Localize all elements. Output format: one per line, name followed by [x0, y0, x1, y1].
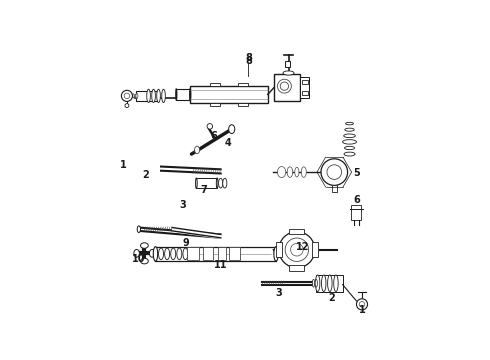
Bar [351, 204, 362, 220]
Ellipse shape [136, 93, 138, 98]
Circle shape [124, 93, 130, 99]
Ellipse shape [171, 248, 176, 260]
Ellipse shape [162, 89, 165, 103]
Ellipse shape [141, 243, 148, 248]
Ellipse shape [344, 146, 355, 150]
Bar [289, 229, 304, 234]
Bar [218, 247, 226, 260]
Circle shape [321, 159, 347, 185]
Ellipse shape [159, 248, 164, 260]
Ellipse shape [283, 71, 294, 75]
Bar [196, 178, 217, 188]
Text: 9: 9 [183, 238, 189, 248]
Bar [285, 60, 290, 67]
Ellipse shape [344, 152, 355, 156]
Ellipse shape [152, 89, 155, 103]
Bar [238, 83, 248, 86]
Ellipse shape [147, 89, 150, 103]
Bar [210, 83, 220, 86]
Circle shape [122, 90, 132, 102]
Bar [302, 80, 308, 84]
Ellipse shape [183, 248, 188, 260]
Text: 11: 11 [214, 260, 227, 270]
Ellipse shape [321, 275, 326, 292]
Text: 6: 6 [210, 131, 217, 141]
Text: 2: 2 [143, 170, 149, 180]
Ellipse shape [343, 140, 356, 144]
Ellipse shape [301, 167, 306, 177]
Ellipse shape [190, 89, 191, 100]
Ellipse shape [153, 247, 158, 261]
Text: 1: 1 [120, 160, 127, 170]
Ellipse shape [157, 89, 160, 103]
Ellipse shape [134, 249, 140, 257]
Bar [136, 91, 157, 101]
Circle shape [356, 299, 368, 310]
Ellipse shape [277, 167, 286, 177]
Ellipse shape [176, 89, 177, 100]
Ellipse shape [316, 275, 320, 292]
Bar [203, 247, 214, 260]
Ellipse shape [141, 258, 148, 264]
Ellipse shape [295, 167, 299, 177]
Circle shape [291, 243, 303, 256]
Ellipse shape [229, 125, 235, 134]
Text: 3: 3 [275, 288, 282, 298]
Text: 8: 8 [245, 53, 252, 63]
Bar [238, 103, 248, 106]
Text: 8: 8 [245, 56, 252, 66]
Ellipse shape [207, 123, 213, 129]
Ellipse shape [345, 122, 353, 125]
Ellipse shape [149, 249, 155, 257]
Ellipse shape [274, 247, 278, 261]
Bar [289, 265, 304, 270]
Text: 5: 5 [353, 168, 360, 179]
Bar [176, 89, 190, 100]
Bar [274, 75, 300, 101]
Ellipse shape [135, 94, 136, 98]
Ellipse shape [343, 134, 355, 138]
Bar [190, 86, 268, 103]
Bar [229, 247, 240, 260]
Text: 12: 12 [295, 242, 309, 252]
Ellipse shape [137, 226, 141, 233]
Text: 7: 7 [200, 185, 207, 195]
Text: 4: 4 [224, 138, 231, 148]
Ellipse shape [345, 128, 354, 131]
Ellipse shape [223, 178, 227, 188]
Ellipse shape [334, 275, 338, 292]
Circle shape [285, 238, 309, 261]
Circle shape [279, 232, 315, 268]
Ellipse shape [132, 94, 134, 98]
Circle shape [277, 79, 292, 93]
Ellipse shape [217, 178, 218, 188]
Text: 1: 1 [359, 305, 366, 315]
Bar [210, 103, 220, 106]
Text: 3: 3 [180, 201, 187, 210]
Text: 10: 10 [132, 255, 146, 264]
Circle shape [280, 82, 289, 90]
Ellipse shape [177, 248, 182, 260]
Circle shape [125, 104, 129, 108]
Bar [276, 242, 282, 257]
Bar [332, 185, 337, 192]
Text: 2: 2 [328, 293, 335, 303]
Bar [312, 242, 318, 257]
Bar [300, 77, 309, 98]
Ellipse shape [315, 279, 318, 287]
Bar [316, 275, 343, 292]
Ellipse shape [195, 146, 199, 154]
Ellipse shape [219, 178, 223, 188]
Ellipse shape [196, 178, 197, 188]
Ellipse shape [328, 275, 332, 292]
Circle shape [327, 165, 342, 179]
Ellipse shape [287, 167, 293, 177]
Ellipse shape [165, 248, 170, 260]
Ellipse shape [313, 279, 315, 287]
Bar [187, 247, 199, 260]
Circle shape [359, 302, 365, 307]
Text: 6: 6 [353, 195, 360, 205]
Bar [302, 91, 308, 95]
